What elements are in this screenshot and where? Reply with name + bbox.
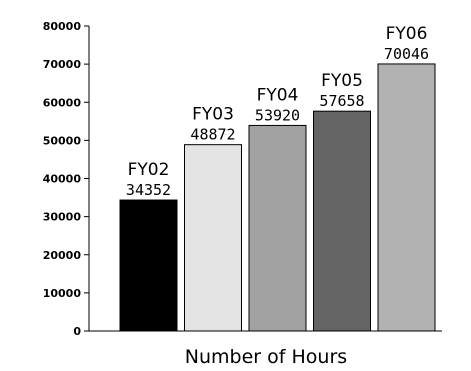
- y-tick-label: 70000: [43, 58, 82, 71]
- bar-category-label: FY06: [386, 24, 428, 44]
- bar-fy05: [313, 110, 371, 332]
- x-axis-title: Number of Hours: [185, 346, 347, 368]
- bar-fy04: [248, 124, 307, 332]
- bar-category-label: FY03: [192, 105, 234, 125]
- bar-value-label: 70046: [384, 45, 429, 63]
- bar-fy03: [184, 144, 242, 332]
- y-tick-label: 80000: [43, 20, 82, 33]
- bar-category-label: FY04: [257, 85, 299, 105]
- bar-value-label: 34352: [126, 181, 171, 199]
- y-tick-label: 50000: [43, 134, 82, 147]
- y-tick-label: 0: [73, 325, 81, 338]
- bar-value-label: 53920: [255, 106, 300, 124]
- bar-category-label: FY05: [321, 71, 363, 91]
- y-tick-label: 40000: [43, 173, 82, 186]
- bar-value-label: 57658: [319, 92, 364, 110]
- bar-category-label: FY02: [128, 160, 170, 180]
- bar-fy02: [119, 199, 178, 332]
- y-tick-label: 30000: [43, 211, 82, 224]
- bar-value-label: 48872: [190, 126, 235, 144]
- y-axis: 0 10000 20000 30000 40000 50000 60000 70000 8000…: [43, 20, 90, 338]
- y-tick-label: 60000: [43, 96, 82, 109]
- y-tick-label: 10000: [43, 287, 82, 300]
- bar-fy06: [377, 63, 436, 332]
- y-tick-label: 20000: [43, 249, 82, 262]
